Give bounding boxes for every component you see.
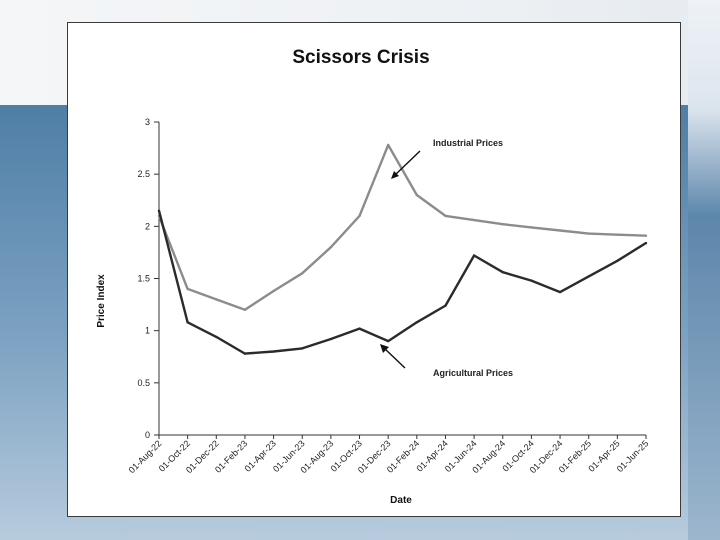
data-point (530, 226, 533, 229)
annotation-arrow-industrial (394, 150, 421, 176)
data-point (301, 347, 304, 350)
data-point (272, 350, 275, 353)
data-point (186, 321, 189, 324)
series-group (157, 143, 648, 355)
data-point (329, 246, 333, 249)
y-tick-label: 1 (145, 326, 150, 336)
data-point (587, 232, 590, 235)
data-point (186, 287, 189, 291)
series-line-0 (157, 143, 647, 311)
data-point (501, 223, 504, 226)
data-point (472, 254, 476, 257)
x-tick-label: 01-Aug-22 (127, 438, 164, 475)
y-axis-label: Price Index (96, 274, 107, 328)
y-tick-label: 2 (145, 221, 150, 231)
data-point (530, 279, 533, 282)
series-line-1 (157, 210, 647, 355)
data-point (415, 193, 419, 197)
data-point (358, 327, 361, 330)
annotation-agricultural: Agricultural Prices (433, 368, 513, 378)
data-point (243, 352, 247, 355)
data-point (157, 209, 161, 212)
chart-svg: Scissors Crisis 0 0.5 1 1.5 2 2.5 3 01-Aug-220… (96, 47, 650, 506)
data-point (501, 271, 504, 274)
annotation-arrowhead-industrial (391, 171, 399, 179)
slide-right-strip (688, 0, 720, 540)
data-point (444, 304, 447, 307)
y-tick-label: 0.5 (137, 378, 150, 388)
chart-title: Scissors Crisis (292, 47, 429, 68)
y-tick-label: 1.5 (137, 274, 150, 284)
data-point (386, 339, 390, 343)
data-point (644, 234, 648, 237)
data-point (444, 214, 447, 218)
annotation-industrial: Industrial Prices (433, 138, 503, 148)
data-point (616, 259, 619, 262)
annotation-arrow-agricultural (383, 347, 406, 369)
data-point (329, 337, 333, 341)
x-axis: 01-Aug-2201-Oct-2201-Dec-2201-Feb-2301-A… (127, 434, 650, 475)
x-axis-label: Date (390, 495, 412, 506)
data-point (587, 275, 590, 278)
y-axis: 0 0.5 1 1.5 2 2.5 3 (137, 117, 160, 440)
y-tick-label: 0 (145, 430, 150, 440)
chart-panel: Scissors Crisis 0 0.5 1 1.5 2 2.5 3 01-Aug-22 0… (67, 22, 681, 517)
data-point (301, 272, 304, 275)
annotation-arrowhead-agricultural (380, 344, 389, 353)
data-point (272, 289, 275, 293)
data-point (215, 335, 218, 339)
data-point (215, 298, 218, 301)
annotations: Industrial Prices Agricultural Prices (380, 138, 513, 378)
y-tick-label: 3 (145, 117, 150, 127)
data-point (358, 214, 361, 218)
data-point (616, 233, 619, 236)
data-point (243, 308, 247, 311)
y-tick-label: 2.5 (137, 169, 150, 179)
data-point (472, 218, 476, 222)
data-point (558, 229, 562, 232)
data-point (644, 241, 648, 245)
data-point (386, 143, 390, 147)
data-point (415, 321, 419, 324)
data-point (558, 290, 562, 294)
